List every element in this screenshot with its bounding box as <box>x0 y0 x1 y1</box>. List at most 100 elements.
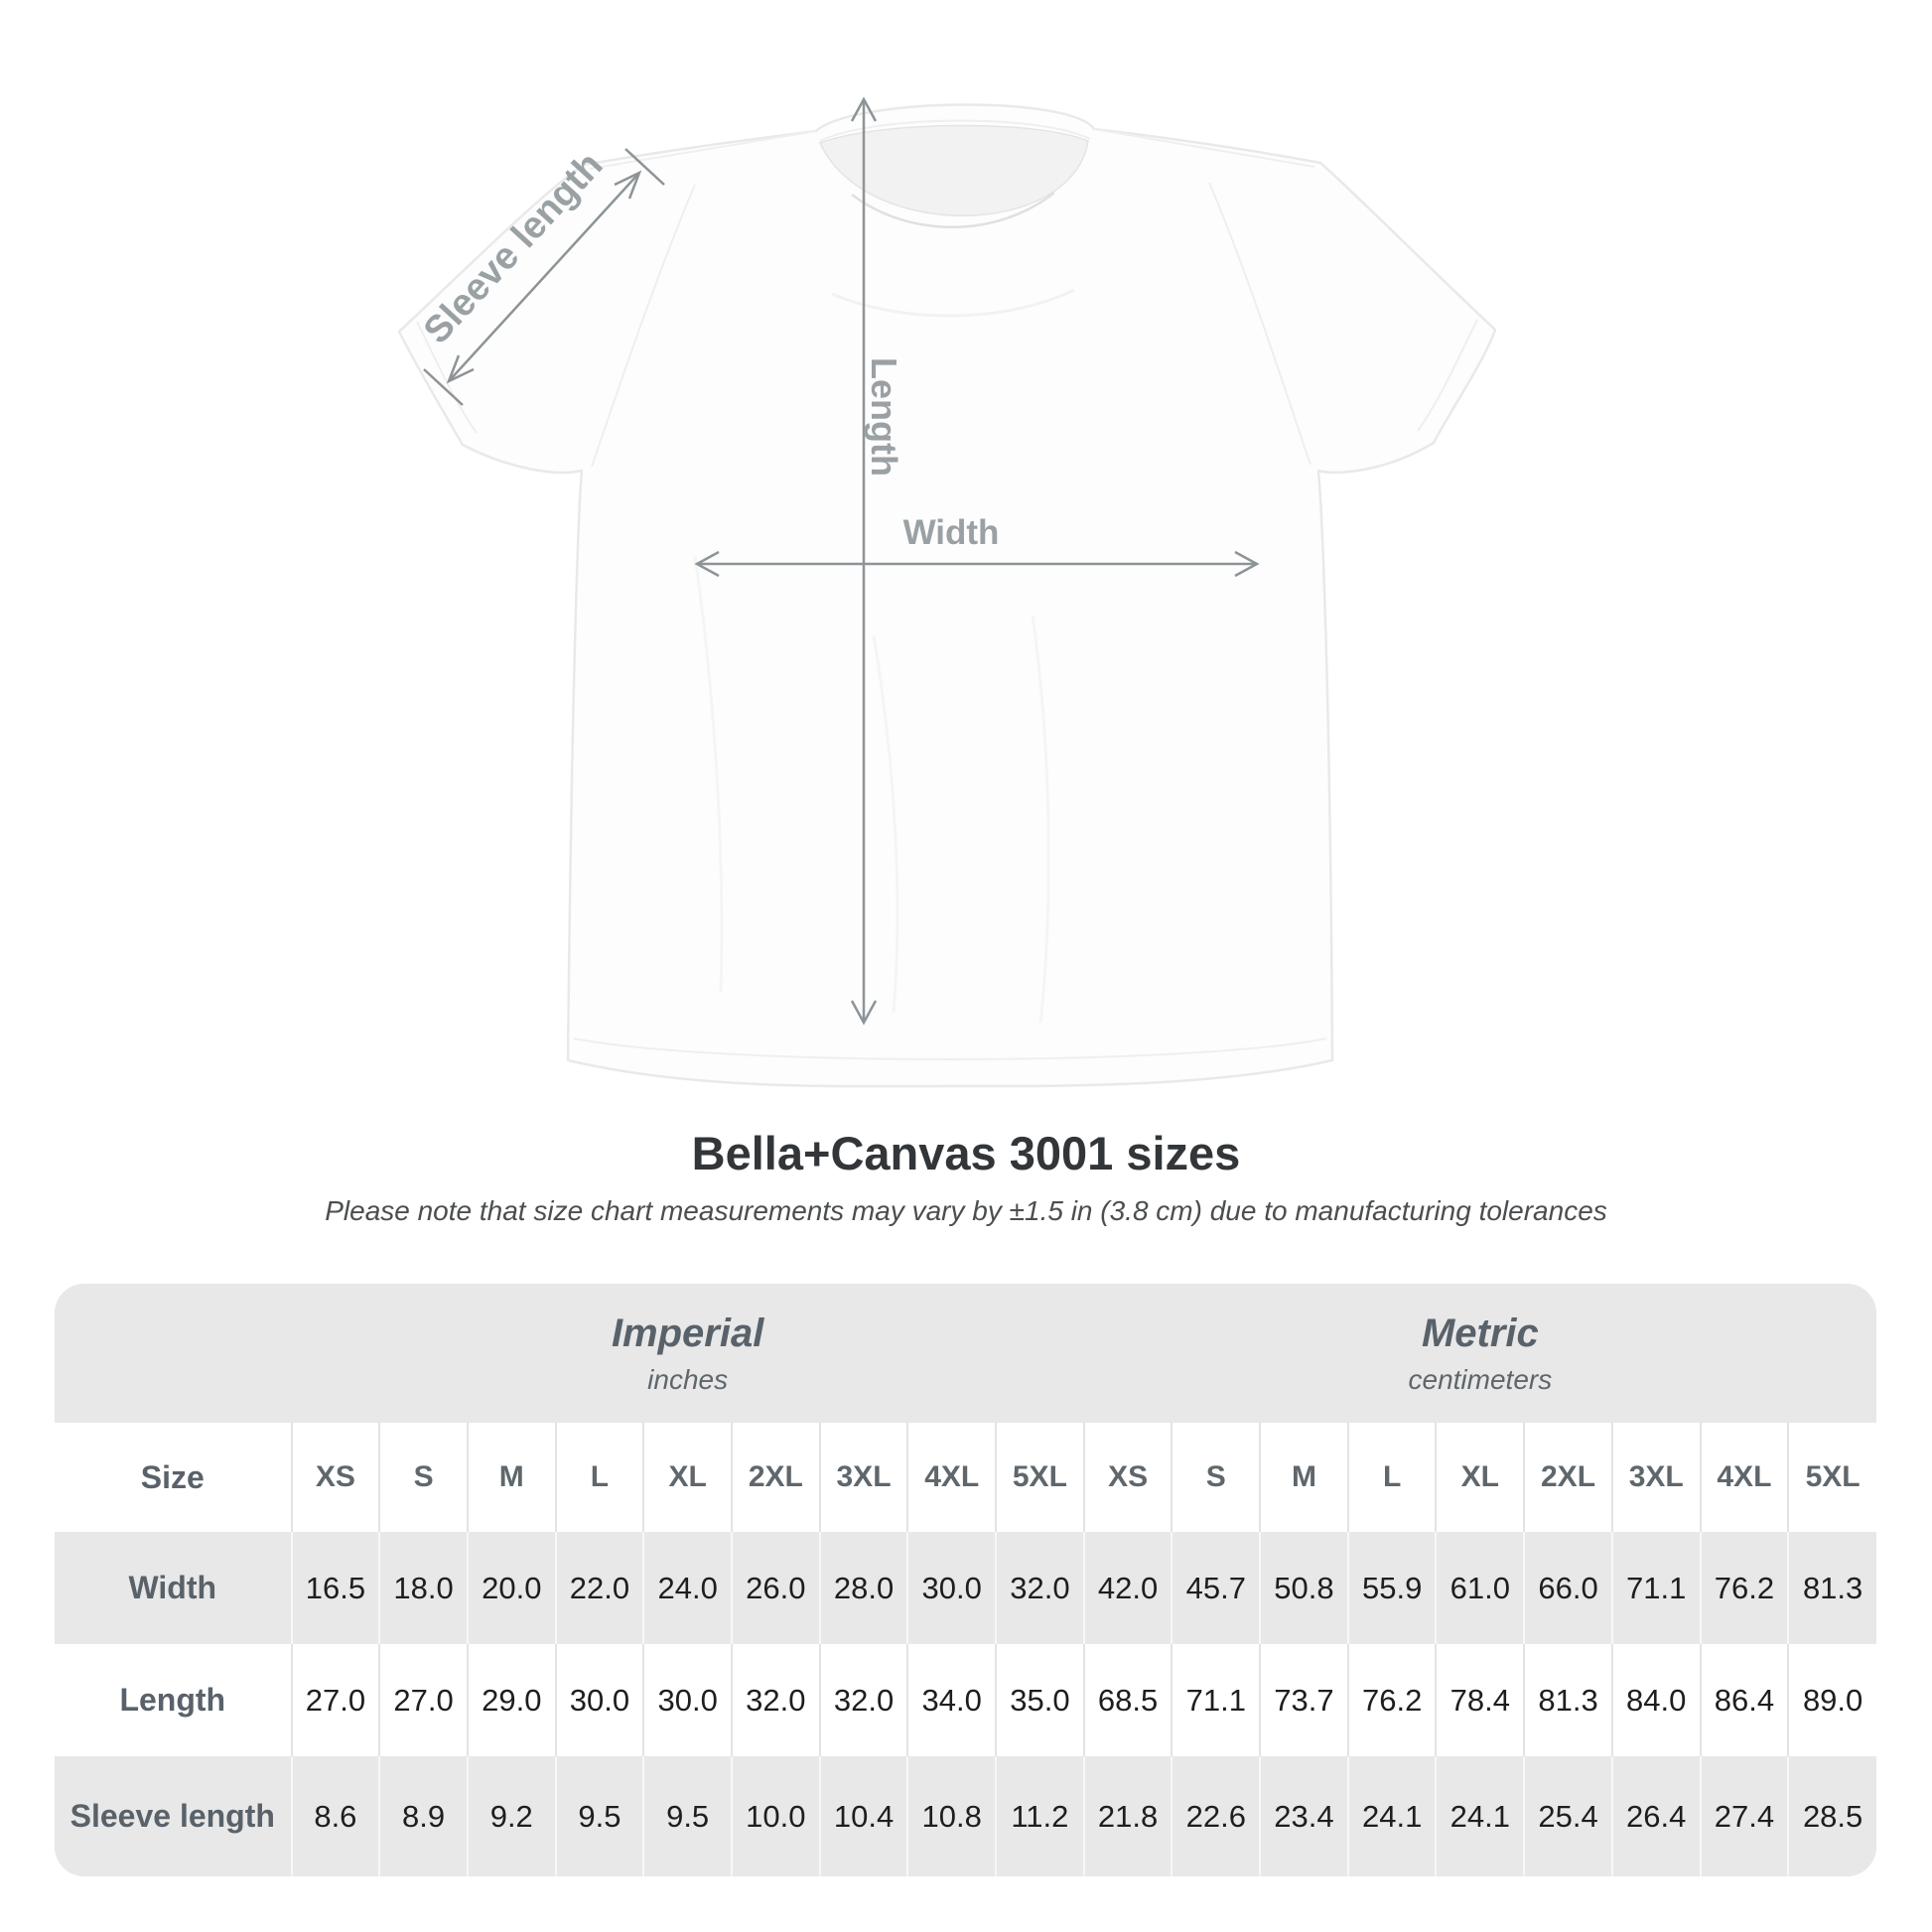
metric-unit: centimeters <box>1408 1363 1553 1395</box>
length-value: 76.2 <box>1346 1644 1437 1756</box>
size-col-header: 4XL <box>1699 1423 1789 1532</box>
group-header-spacer <box>55 1284 292 1423</box>
sleeve-value: 24.1 <box>1435 1756 1525 1876</box>
size-col-header: XL <box>642 1423 732 1532</box>
drape-fold-3 <box>693 555 724 994</box>
size-header-row: Size XS S M L XL 2XL 3XL 4XL 5XL XS S M … <box>55 1423 1876 1532</box>
length-value: 78.4 <box>1435 1644 1525 1756</box>
sleeve-value: 23.4 <box>1259 1756 1348 1876</box>
width-dimension: Width <box>694 513 1260 578</box>
caption-block: Bella+Canvas 3001 sizes Please note that… <box>0 1126 1932 1227</box>
sleeve-value: 21.8 <box>1082 1756 1173 1876</box>
length-label: Length <box>864 357 904 477</box>
collar-under-shadow <box>831 288 1075 318</box>
length-value: 35.0 <box>995 1644 1084 1756</box>
sleeve-value: 8.9 <box>378 1756 468 1876</box>
size-col-header: M <box>1259 1423 1348 1532</box>
length-value: 32.0 <box>730 1644 820 1756</box>
width-value: 30.0 <box>906 1532 997 1644</box>
length-row: Length 27.0 27.0 29.0 30.0 30.0 32.0 32.… <box>55 1644 1876 1756</box>
length-row-label: Length <box>119 1682 226 1718</box>
neck-opening <box>818 124 1089 216</box>
sleeve-value: 9.5 <box>554 1756 644 1876</box>
bottom-hem <box>573 1037 1327 1060</box>
size-col-header: 3XL <box>818 1423 908 1532</box>
length-value: 71.1 <box>1171 1644 1261 1756</box>
sleeve-value: 25.4 <box>1523 1756 1612 1876</box>
size-col-header: XS <box>290 1423 380 1532</box>
unit-group-header-row: Imperial inches Metric centimeters <box>55 1284 1876 1423</box>
length-value: 81.3 <box>1523 1644 1612 1756</box>
size-col-header: 5XL <box>1787 1423 1876 1532</box>
sleeve-value: 9.2 <box>466 1756 556 1876</box>
imperial-label: Imperial <box>611 1311 764 1355</box>
dimension-end-tick <box>624 148 665 186</box>
left-shoulder-seam <box>589 130 817 170</box>
width-value: 20.0 <box>466 1532 556 1644</box>
width-value: 28.0 <box>818 1532 908 1644</box>
length-value: 29.0 <box>466 1644 556 1756</box>
length-value: 89.0 <box>1787 1644 1876 1756</box>
size-col-header: M <box>466 1423 556 1532</box>
width-label: Width <box>903 513 1000 552</box>
sleeve-value: 8.6 <box>290 1756 380 1876</box>
size-col-header: 2XL <box>730 1423 820 1532</box>
length-value: 34.0 <box>906 1644 997 1756</box>
width-value: 42.0 <box>1082 1532 1173 1644</box>
width-value: 76.2 <box>1699 1532 1789 1644</box>
length-value: 27.0 <box>290 1644 380 1756</box>
imperial-group-header: Imperial inches <box>292 1284 1084 1423</box>
size-col-header: L <box>554 1423 644 1532</box>
width-value: 16.5 <box>290 1532 380 1644</box>
sleeve-value: 10.8 <box>906 1756 997 1876</box>
width-value: 81.3 <box>1787 1532 1876 1644</box>
dimension-end-tick <box>423 368 464 406</box>
size-col-header: L <box>1346 1423 1437 1532</box>
size-col-header: 2XL <box>1523 1423 1612 1532</box>
tshirt-silhouette <box>397 103 1497 1088</box>
width-row: Width 16.5 18.0 20.0 22.0 24.0 26.0 28.0… <box>55 1532 1876 1644</box>
width-value: 50.8 <box>1259 1532 1348 1644</box>
tolerance-note: Please note that size chart measurements… <box>325 1195 1607 1226</box>
size-col-header: 4XL <box>906 1423 997 1532</box>
page-title: Bella+Canvas 3001 sizes <box>691 1127 1241 1179</box>
length-value: 86.4 <box>1699 1644 1789 1756</box>
sleeve-value: 9.5 <box>642 1756 732 1876</box>
length-value: 30.0 <box>642 1644 732 1756</box>
neck-shadow <box>851 192 1055 228</box>
width-value: 71.1 <box>1610 1532 1701 1644</box>
length-value: 73.7 <box>1259 1644 1348 1756</box>
width-value: 61.0 <box>1435 1532 1525 1644</box>
size-table: Imperial inches Metric centimeters Size … <box>55 1284 1876 1876</box>
sleeve-value: 10.0 <box>730 1756 820 1876</box>
sleeve-value: 27.4 <box>1699 1756 1789 1876</box>
size-col-header: S <box>378 1423 468 1532</box>
sleeve-value: 28.5 <box>1787 1756 1876 1876</box>
sleeve-value: 24.1 <box>1346 1756 1437 1876</box>
length-value: 30.0 <box>554 1644 644 1756</box>
size-col-header: XL <box>1435 1423 1525 1532</box>
sleeve-value: 22.6 <box>1171 1756 1261 1876</box>
sleeve-length-row: Sleeve length 8.6 8.9 9.2 9.5 9.5 10.0 1… <box>55 1756 1876 1876</box>
size-header-label: Size <box>140 1458 205 1495</box>
length-value: 27.0 <box>378 1644 468 1756</box>
size-col-header: XS <box>1082 1423 1173 1532</box>
right-shoulder-seam <box>1093 128 1315 168</box>
left-sleeve-hem <box>416 321 478 434</box>
sleeve-value: 10.4 <box>818 1756 908 1876</box>
width-value: 32.0 <box>995 1532 1084 1644</box>
imperial-unit: inches <box>647 1363 729 1395</box>
left-sleeve-seam <box>591 184 696 468</box>
sleeve-value: 11.2 <box>995 1756 1084 1876</box>
length-dimension: Length <box>850 96 904 1026</box>
width-row-label: Width <box>128 1570 217 1605</box>
width-value: 24.0 <box>642 1532 732 1644</box>
sleeve-row-label: Sleeve length <box>69 1798 275 1834</box>
metric-group-header: Metric centimeters <box>1084 1284 1876 1423</box>
right-sleeve-hem <box>1417 319 1478 432</box>
size-table-panel: Imperial inches Metric centimeters Size … <box>55 1284 1876 1876</box>
size-col-header: S <box>1171 1423 1261 1532</box>
width-value: 55.9 <box>1346 1532 1437 1644</box>
length-value: 84.0 <box>1610 1644 1701 1756</box>
